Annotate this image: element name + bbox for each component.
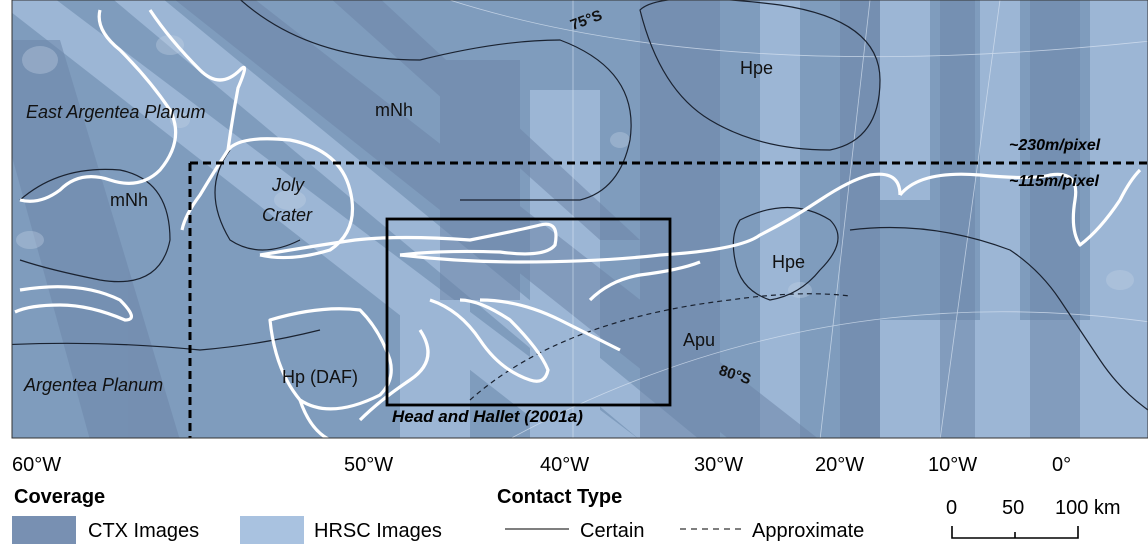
legend-coverage-title: Coverage bbox=[14, 486, 106, 508]
map-frame bbox=[11, 0, 1148, 439]
tick-50w: 50°W bbox=[344, 454, 394, 476]
tick-10w: 10°W bbox=[928, 454, 978, 476]
label-head-and-hallet: Head and Hallet (2001a) bbox=[392, 407, 583, 426]
certain-contacts bbox=[12, 0, 1148, 411]
legend-contact-title: Contact Type bbox=[497, 486, 623, 508]
study-outlines bbox=[14, 9, 1142, 438]
approximate-contact bbox=[469, 293, 851, 401]
legend-certain-line bbox=[505, 528, 569, 530]
tick-60w: 60°W bbox=[12, 454, 62, 476]
resolution-boundary bbox=[188, 161, 1148, 438]
scale-label-50: 50 bbox=[1002, 497, 1025, 519]
legend-ctx-swatch bbox=[12, 516, 76, 544]
legend-certain-label: Certain bbox=[580, 520, 645, 542]
scale-label-0: 0 bbox=[946, 497, 958, 519]
label-crater: Crater bbox=[262, 205, 313, 225]
resolution-label-230m: ~230m/pixel bbox=[1009, 137, 1101, 154]
unit-mnh-west: mNh bbox=[110, 190, 149, 210]
resolution-label-115m: ~115m/pixel bbox=[1009, 173, 1099, 190]
legend-approximate-line bbox=[680, 528, 746, 530]
unit-hpe-north: Hpe bbox=[740, 58, 774, 78]
tick-20w: 20°W bbox=[815, 454, 865, 476]
legend-ctx-label: CTX Images bbox=[88, 520, 200, 542]
graticule bbox=[448, 0, 1148, 438]
label-joly: Joly bbox=[272, 175, 305, 195]
unit-mnh-north: mNh bbox=[375, 100, 414, 120]
label-argentea-planum: Argentea Planum bbox=[24, 375, 164, 395]
unit-hpe-east: Hpe bbox=[772, 252, 806, 272]
tick-30w: 30°W bbox=[694, 454, 744, 476]
unit-apu: Apu bbox=[683, 330, 716, 350]
scale-bar bbox=[951, 526, 1079, 539]
unit-hp-daf: Hp (DAF) bbox=[282, 367, 358, 387]
legend-approximate-label: Approximate bbox=[752, 520, 865, 542]
tick-0: 0° bbox=[1052, 454, 1072, 476]
map-panel bbox=[11, 0, 1148, 439]
label-east-argentea-planum: East Argentea Planum bbox=[26, 102, 206, 122]
legend-hrsc-swatch bbox=[240, 516, 304, 544]
scale-label-100km: 100 km bbox=[1055, 497, 1121, 519]
legend-hrsc-label: HRSC Images bbox=[314, 520, 442, 542]
tick-40w: 40°W bbox=[540, 454, 590, 476]
head-hallet-study-box bbox=[385, 217, 672, 407]
terrain-texture bbox=[16, 35, 1134, 298]
